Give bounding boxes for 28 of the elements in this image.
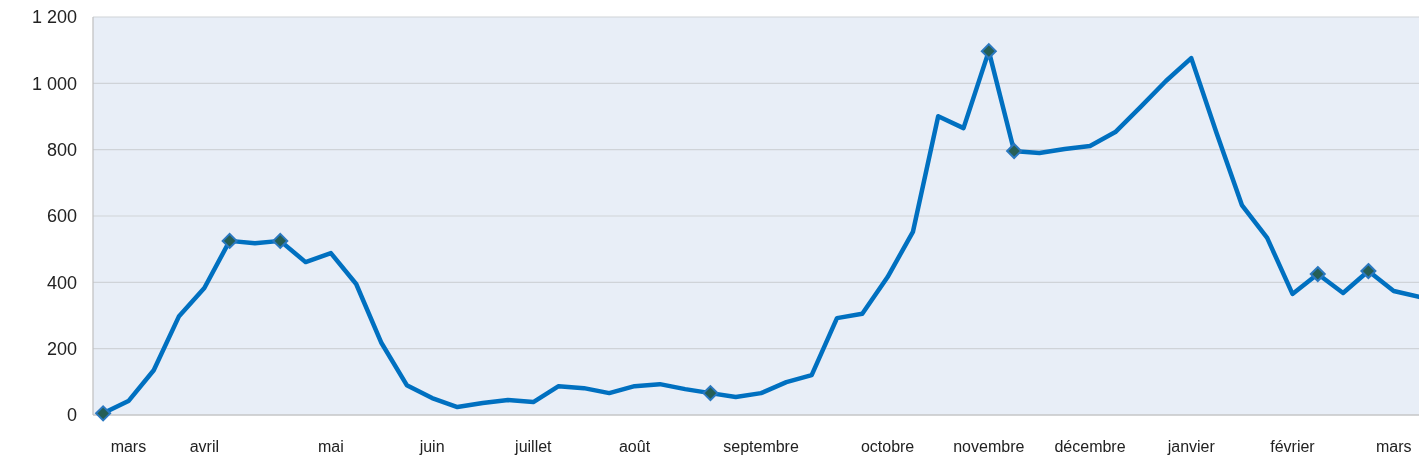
x-tick-label: décembre <box>1054 438 1126 455</box>
y-tick-label: 800 <box>46 139 77 160</box>
x-tick-label: avril <box>189 438 220 455</box>
point <box>221 232 238 249</box>
x-tick-label: novembre <box>953 438 1025 455</box>
x-tick-label: juin <box>418 438 445 455</box>
y-tick-label: 1 000 <box>31 73 77 94</box>
x-tick-label: mai <box>317 438 344 455</box>
x-tick-label: mars <box>1375 438 1412 455</box>
x-tick-label: septembre <box>723 438 799 455</box>
y-tick-label: 1 200 <box>31 7 77 28</box>
point <box>702 385 719 402</box>
x-tick-label: août <box>618 438 651 455</box>
x-tick-label: juillet <box>514 438 553 455</box>
y-tick-label: 600 <box>46 206 77 227</box>
y-tick-label: 0 <box>66 405 77 426</box>
point <box>95 405 112 422</box>
point <box>1309 266 1326 283</box>
point <box>1360 263 1377 280</box>
x-tick-label: octobre <box>860 438 915 455</box>
point <box>272 232 289 249</box>
point <box>1006 142 1023 159</box>
x-tick-label: janvier <box>1166 438 1216 455</box>
x-tick-label: mars <box>110 438 147 455</box>
y-tick-label: 200 <box>46 338 77 359</box>
y-tick-label: 400 <box>46 272 77 293</box>
point <box>980 43 997 60</box>
x-tick-label: février <box>1270 438 1316 455</box>
